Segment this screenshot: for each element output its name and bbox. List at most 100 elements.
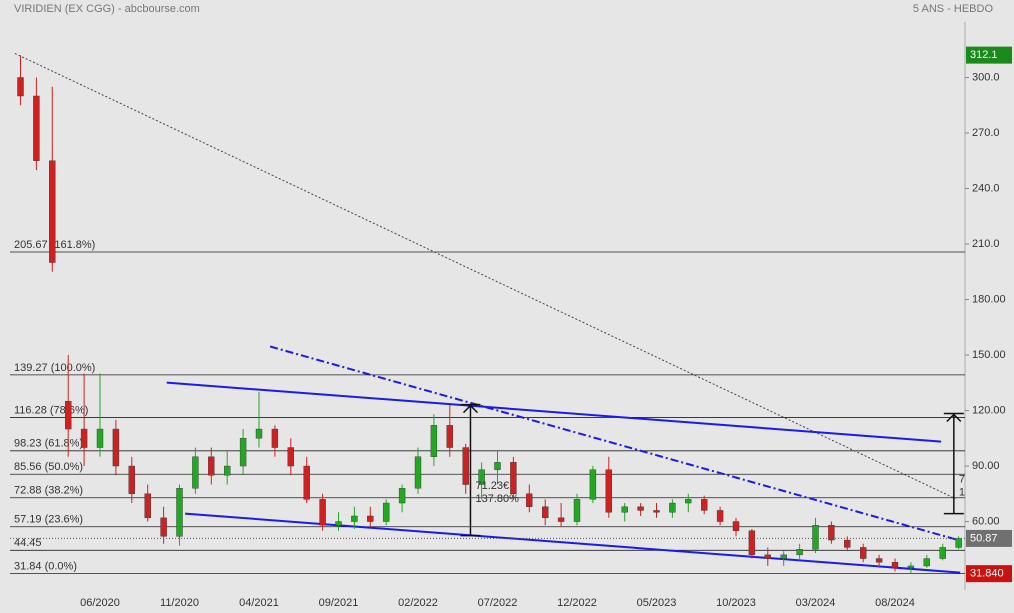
x-tick-label: 05/2023 bbox=[637, 597, 677, 609]
candle-body bbox=[398, 488, 406, 504]
x-tick-label: 12/2022 bbox=[557, 597, 597, 609]
candle-body bbox=[319, 499, 326, 526]
candle-body bbox=[271, 428, 279, 448]
candle-body bbox=[844, 539, 851, 548]
candle-body bbox=[637, 506, 644, 511]
y-tick-label: 60.00 bbox=[972, 515, 1000, 527]
candle-body bbox=[669, 502, 676, 513]
y-tick-label: 180.00 bbox=[972, 293, 1006, 305]
trendline bbox=[184, 512, 961, 574]
level-label: 72.88 (38.2%) bbox=[14, 485, 83, 497]
measure-text: 137.80% bbox=[475, 493, 519, 505]
candle-body bbox=[208, 456, 215, 476]
candle-body bbox=[955, 538, 962, 548]
price-badge-label: 31.840 bbox=[970, 568, 1004, 580]
candle-body bbox=[367, 515, 374, 522]
candle-body bbox=[64, 401, 72, 430]
measure-text: 1 bbox=[959, 486, 965, 498]
candle-body bbox=[446, 425, 453, 448]
candle-body bbox=[653, 510, 660, 513]
level-label: 57.19 (23.6%) bbox=[14, 514, 83, 526]
candle-body bbox=[812, 525, 819, 550]
level-label: 139.27 (100.0%) bbox=[14, 362, 95, 374]
candle-body bbox=[510, 462, 517, 494]
chart-subtitle: 5 ANS - HEBDO bbox=[913, 3, 994, 15]
candle-body bbox=[192, 456, 199, 489]
candle-body bbox=[939, 547, 946, 559]
candle-body bbox=[303, 465, 310, 500]
price-badge-label: 312.1 bbox=[970, 49, 998, 61]
candle-body bbox=[780, 554, 787, 559]
candle-body bbox=[701, 499, 708, 511]
candle-body bbox=[462, 447, 469, 485]
candle-body bbox=[80, 428, 88, 448]
chart-title: VIRIDIEN (EX CGG) - abcbourse.com bbox=[14, 3, 200, 15]
candle-body bbox=[542, 506, 549, 519]
candle-body bbox=[907, 565, 915, 568]
price-badge bbox=[966, 565, 1012, 583]
candle-body bbox=[875, 558, 883, 563]
candle-body bbox=[17, 77, 24, 97]
measure-text: 7 bbox=[959, 473, 965, 485]
y-tick-label: 120.00 bbox=[972, 404, 1006, 416]
price-badge bbox=[966, 529, 1012, 547]
trendline bbox=[14, 53, 956, 500]
trendline bbox=[269, 345, 961, 542]
x-tick-label: 04/2021 bbox=[239, 597, 279, 609]
candle-body bbox=[49, 160, 56, 263]
y-tick-label: 210.0 bbox=[972, 238, 1000, 250]
candle-body bbox=[176, 488, 183, 537]
x-tick-label: 02/2022 bbox=[398, 597, 438, 609]
candle-body bbox=[414, 456, 422, 489]
candle-body bbox=[351, 515, 358, 522]
candle-body bbox=[605, 469, 612, 513]
candle-body bbox=[255, 428, 263, 439]
x-tick-label: 03/2024 bbox=[796, 597, 836, 609]
candle-body bbox=[160, 517, 167, 537]
candle-body bbox=[716, 510, 724, 522]
trendline bbox=[166, 381, 942, 443]
candle-body bbox=[764, 554, 771, 559]
candle-body bbox=[796, 549, 803, 556]
level-label: 44.45 bbox=[14, 537, 42, 549]
candle-body bbox=[923, 558, 930, 567]
x-tick-label: 07/2022 bbox=[478, 597, 518, 609]
x-tick-label: 06/2020 bbox=[80, 597, 120, 609]
candle-body bbox=[335, 521, 342, 526]
candle-body bbox=[287, 447, 294, 467]
measure-text: 71.23€ bbox=[475, 480, 509, 492]
candle-body bbox=[860, 547, 867, 559]
candle-body bbox=[383, 502, 390, 522]
candle-body bbox=[144, 493, 151, 519]
candle-body bbox=[748, 530, 756, 556]
price-badge bbox=[966, 46, 1012, 64]
candle-body bbox=[223, 465, 231, 476]
candle-body bbox=[494, 462, 501, 470]
x-tick-label: 10/2023 bbox=[716, 597, 756, 609]
candle-body bbox=[96, 428, 104, 448]
measure-arrow bbox=[946, 413, 962, 423]
candle-body bbox=[478, 469, 485, 485]
price-badge-label: 50.87 bbox=[970, 532, 998, 544]
level-label: 116.28 (78.6%) bbox=[14, 404, 88, 416]
y-tick-label: 150.00 bbox=[972, 349, 1006, 361]
candle-body bbox=[430, 425, 438, 457]
x-tick-label: 11/2020 bbox=[160, 597, 199, 609]
level-label: 31.84 (0.0%) bbox=[14, 561, 77, 573]
y-tick-label: 240.0 bbox=[972, 182, 1000, 194]
y-tick-label: 300.0 bbox=[972, 71, 1000, 83]
x-tick-label: 09/2021 bbox=[319, 597, 359, 609]
candle-body bbox=[828, 525, 835, 541]
candle-body bbox=[33, 95, 40, 161]
level-label: 85.56 (50.0%) bbox=[14, 461, 83, 473]
candle-body bbox=[685, 499, 692, 504]
candle-body bbox=[573, 499, 581, 522]
measure-arrow bbox=[462, 404, 479, 414]
candle-body bbox=[128, 465, 136, 494]
y-tick-label: 90.00 bbox=[972, 460, 1000, 472]
level-label: 98.23 (61.8%) bbox=[14, 438, 83, 450]
candle-body bbox=[621, 506, 628, 513]
candle-body bbox=[589, 469, 597, 500]
